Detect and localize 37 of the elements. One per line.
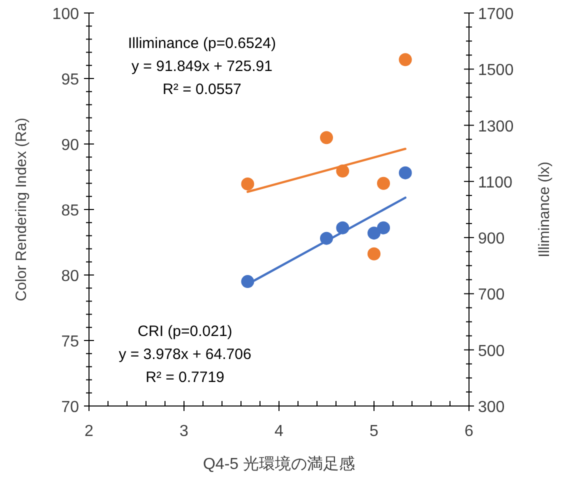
- y2-tick-label: 300: [478, 399, 505, 416]
- y2-tick-label: 1100: [478, 174, 513, 192]
- x-tick-label: 4: [274, 423, 284, 440]
- y-axis-title: Color Rendering Index (Ra): [13, 118, 30, 302]
- point: [320, 232, 333, 245]
- point: [336, 221, 350, 234]
- point: [368, 247, 380, 260]
- y-tick-label: 95: [61, 72, 80, 88]
- y2-tick-label: 700: [478, 286, 505, 304]
- point: [398, 166, 412, 180]
- annotation: Illiminance (p=0.6524) y = 91.849x + 725.91 R² = 0.0557: [128, 35, 276, 98]
- point: [320, 131, 333, 144]
- point: [377, 176, 390, 190]
- x-axis-title: Q4-5 光環境の満足感: [202, 455, 356, 473]
- y-tick-label: 70: [61, 399, 80, 416]
- y-tick-label: 85: [61, 202, 80, 220]
- point: [336, 164, 350, 178]
- y2-tick-label: 1700: [478, 6, 514, 23]
- x-tick-label: 3: [180, 423, 189, 440]
- y2-tick-label: 900: [478, 230, 505, 248]
- point: [398, 53, 412, 66]
- point: [241, 177, 254, 190]
- y-tick-label: 90: [61, 137, 80, 154]
- point: [368, 226, 380, 240]
- y2-tick-label: 1300: [478, 118, 514, 136]
- point: [377, 221, 390, 234]
- y2-tick-label: 500: [478, 342, 505, 360]
- y-tick-label: 75: [61, 334, 80, 350]
- y-tick-label: 100: [52, 6, 80, 23]
- point: [241, 275, 254, 288]
- x-tick-label: 5: [370, 423, 379, 440]
- x-tick-label: 2: [84, 423, 94, 440]
- y2-axis-title: Illiminance (lx): [536, 162, 553, 258]
- y2-tick-label: 1500: [478, 62, 514, 80]
- y-tick-label: 80: [61, 268, 80, 285]
- annotation: CRI (p=0.021) y = 3.978x + 64.706 R² = 0.7719: [118, 323, 252, 386]
- x-tick-label: 6: [464, 423, 474, 440]
